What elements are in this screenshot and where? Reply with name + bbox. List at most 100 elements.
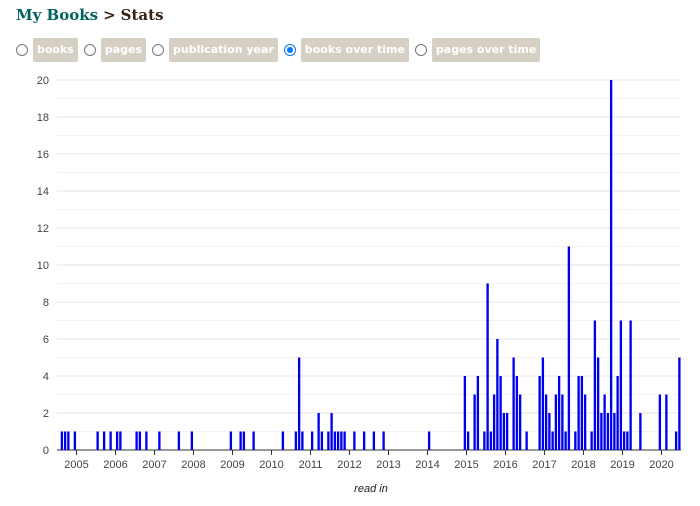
bar	[538, 376, 541, 450]
radio-books-over-time[interactable]	[283, 44, 296, 56]
breadcrumb-current-page: Stats	[120, 6, 164, 24]
x-tick-label: 2017	[532, 459, 556, 471]
bar	[63, 431, 67, 450]
bar	[476, 376, 480, 450]
y-tick-label: 2	[43, 408, 49, 420]
bar	[242, 431, 246, 450]
breadcrumb-separator: >	[103, 6, 116, 24]
y-tick-label: 14	[37, 186, 49, 198]
radio-books[interactable]	[16, 44, 28, 56]
bar	[600, 413, 603, 450]
bar	[665, 394, 668, 450]
x-tick-label: 2009	[220, 459, 244, 471]
x-tick-label: 2019	[610, 459, 634, 471]
view-option-books-label[interactable]: books	[33, 38, 78, 62]
view-option-publication-year-label[interactable]: publication year	[169, 38, 278, 62]
x-tick-label: 2010	[259, 459, 283, 471]
bar	[463, 376, 467, 450]
bar	[567, 246, 571, 450]
bar	[73, 431, 77, 450]
x-tick-label: 2015	[454, 459, 478, 471]
x-tick-label: 2007	[142, 459, 166, 471]
bar	[622, 431, 626, 450]
bar	[96, 431, 99, 450]
bar	[294, 431, 298, 450]
x-axis-title: read in	[354, 483, 388, 495]
bar	[473, 394, 476, 450]
x-tick-label: 2016	[493, 459, 517, 471]
bar	[596, 357, 600, 450]
x-tick-label: 2014	[415, 459, 439, 471]
x-tick-label: 2012	[337, 459, 361, 471]
bar	[590, 431, 593, 450]
bar	[613, 413, 616, 450]
view-option-publication-year[interactable]: publication year	[152, 38, 278, 62]
y-tick-label: 12	[37, 223, 49, 235]
bar	[297, 357, 301, 450]
bar	[483, 431, 486, 450]
bar	[281, 431, 285, 450]
bar	[515, 376, 519, 450]
y-tick-label: 20	[37, 75, 49, 87]
x-tick-label: 2006	[103, 459, 127, 471]
bar	[336, 431, 340, 450]
bar	[525, 431, 528, 450]
bar	[603, 394, 606, 450]
bar	[353, 431, 356, 450]
bar	[678, 357, 681, 450]
view-option-pages-label[interactable]: pages	[100, 38, 147, 62]
bar	[557, 376, 561, 450]
bar	[496, 339, 499, 450]
view-option-books[interactable]: books	[16, 38, 78, 62]
bar	[60, 431, 64, 450]
y-axis-ticks: 0 2 4 6 8 10 12 14 16 18 20	[37, 75, 49, 457]
view-option-books-over-time[interactable]: books over time	[283, 38, 409, 62]
bar	[541, 357, 545, 450]
y-tick-label: 6	[43, 334, 49, 346]
bar	[109, 431, 112, 450]
stats-view-options: books pages publication year books over …	[16, 38, 546, 62]
breadcrumb: My Books > Stats	[16, 6, 164, 24]
y-tick-label: 4	[43, 371, 49, 383]
bar	[548, 413, 551, 450]
radio-publication-year[interactable]	[152, 44, 165, 56]
view-option-pages-over-time-label[interactable]: pages over time	[431, 38, 541, 62]
bar	[606, 413, 610, 450]
x-tick-label: 2011	[299, 459, 323, 471]
bar	[512, 357, 515, 450]
bar	[190, 431, 194, 450]
bar	[333, 431, 337, 450]
view-option-pages-over-time[interactable]: pages over time	[414, 38, 541, 62]
bar	[362, 431, 366, 450]
bar	[609, 80, 613, 450]
bar	[115, 431, 119, 450]
view-option-books-over-time-label[interactable]: books over time	[300, 38, 409, 62]
y-tick-label: 16	[37, 149, 49, 161]
radio-pages-over-time[interactable]	[414, 44, 427, 56]
bar	[372, 431, 376, 450]
bar	[544, 394, 548, 450]
bar	[343, 431, 346, 450]
bar	[145, 431, 148, 450]
bar	[619, 320, 623, 450]
x-tick-label: 2018	[571, 459, 595, 471]
radio-pages[interactable]	[83, 44, 96, 56]
bar	[580, 376, 584, 450]
bar	[502, 413, 506, 450]
bar	[593, 320, 597, 450]
bar	[138, 431, 142, 450]
bar	[554, 394, 558, 450]
bar	[102, 431, 106, 450]
y-tick-label: 8	[43, 297, 49, 309]
bar	[551, 431, 554, 450]
bar	[135, 431, 138, 450]
bar	[67, 431, 70, 450]
view-option-pages[interactable]: pages	[83, 38, 147, 62]
bar	[330, 413, 333, 450]
breadcrumb-my-books-link[interactable]: My Books	[16, 6, 99, 24]
bar	[561, 394, 564, 450]
bar	[310, 431, 314, 450]
bar	[626, 431, 629, 450]
x-tick-label: 2008	[181, 459, 205, 471]
